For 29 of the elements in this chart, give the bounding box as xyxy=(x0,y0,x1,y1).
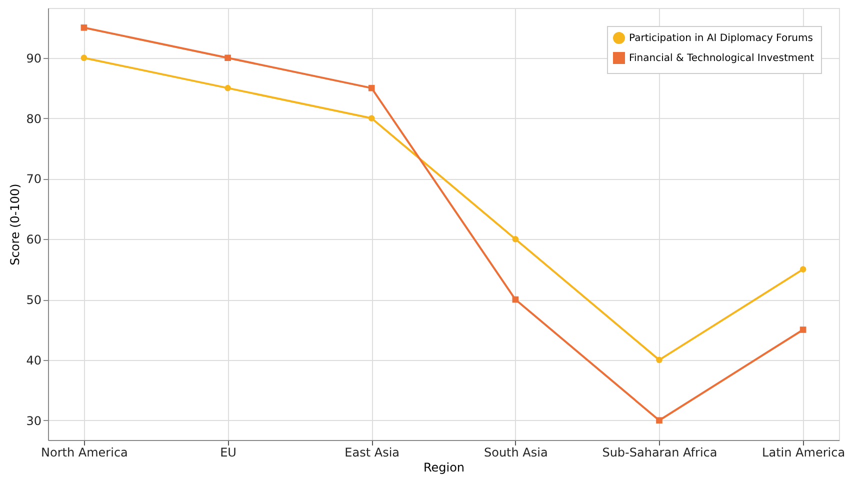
point xyxy=(656,356,662,364)
y-tick-label: 50 xyxy=(26,293,42,308)
point xyxy=(80,54,88,61)
x-tick-label: East Asia xyxy=(344,446,400,460)
point xyxy=(368,84,375,92)
y-tick-label: 40 xyxy=(26,353,42,368)
x-tick-label: North America xyxy=(41,446,128,460)
x-tick-label: South Asia xyxy=(484,446,548,460)
y-tick-label: 70 xyxy=(26,172,42,186)
x-tick-label: EU xyxy=(220,446,236,460)
point xyxy=(224,84,231,92)
point xyxy=(80,24,88,31)
legend-label: Participation in AI Diplomacy Forums xyxy=(629,33,813,44)
point xyxy=(512,236,519,242)
point xyxy=(656,417,662,424)
y-tick-label: 60 xyxy=(26,232,42,247)
x-tick-label: Latin America xyxy=(762,446,846,460)
y-tick-label: 90 xyxy=(26,51,42,66)
x-axis-title: Region xyxy=(423,460,465,474)
point xyxy=(800,266,806,272)
y-axis-title: Score (0-100) xyxy=(8,184,22,266)
point xyxy=(800,326,806,333)
legend-label: Financial & Technological Investment xyxy=(629,53,814,64)
y-tick-label: 80 xyxy=(26,112,42,126)
point xyxy=(224,54,231,62)
point xyxy=(368,115,375,122)
x-tick-label: Sub-Saharan Africa xyxy=(602,446,718,460)
point xyxy=(512,296,519,303)
y-tick-label: 30 xyxy=(26,414,42,428)
